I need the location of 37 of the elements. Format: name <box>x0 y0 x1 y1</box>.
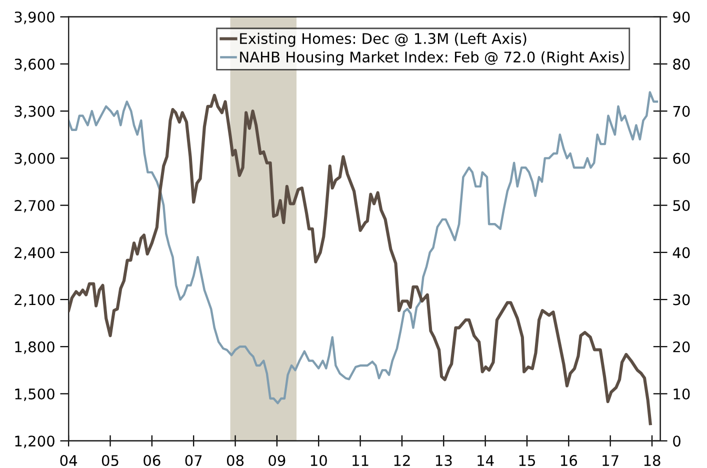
x-tick-label: 16 <box>560 455 578 466</box>
x-tick-label: 08 <box>226 455 244 466</box>
y-tick-label: 1,200 <box>15 436 54 448</box>
y2-tick-label: 80 <box>673 58 690 70</box>
x-tick-label: 06 <box>144 455 160 466</box>
x-tick-label: 04 <box>60 455 78 466</box>
y-tick-label: 3,300 <box>14 106 54 118</box>
y2-tick-label: 30 <box>673 294 690 306</box>
x-tick-label: 15 <box>519 455 535 466</box>
y-tick-label: 2,700 <box>14 200 54 213</box>
y2-tick-label: 90 <box>673 12 690 23</box>
x-tick-label: 13 <box>436 455 452 466</box>
x-tick-label: 12 <box>394 455 410 466</box>
y2-tick-label: 70 <box>673 106 690 117</box>
x-tick-label: 11 <box>352 455 368 466</box>
x-tick-label: 14 <box>478 455 494 466</box>
x-tick-label: 10 <box>310 455 327 466</box>
y-tick-label: 3,000 <box>14 152 54 166</box>
y-tick-label: 1,500 <box>15 388 54 401</box>
y2-tick-label: 10 <box>674 388 690 400</box>
y2-tick-label: 60 <box>673 152 690 164</box>
y2-tick-label: 40 <box>672 247 690 258</box>
y2-tick-label: 20 <box>673 341 690 352</box>
x-tick-label: 09 <box>268 455 286 466</box>
y2-tick-label: 50 <box>673 200 690 212</box>
y-tick-label: 3,900 <box>14 12 54 24</box>
y-tick-label: 1,800 <box>15 341 54 354</box>
legend-label: NAHB Housing Market Index: Feb @ 72.0 (Right Axis) <box>240 51 624 66</box>
y-tick-label: 2,400 <box>14 247 54 260</box>
x-tick-label: 17 <box>602 455 618 466</box>
x-tick-label: 05 <box>102 455 118 466</box>
y-tick-label: 2,100 <box>14 294 54 307</box>
y2-tick-label: 0 <box>673 436 680 447</box>
legend-label: Existing Homes: Dec @ 1.3M (Left Axis) <box>240 32 526 47</box>
y-tick-label: 3,600 <box>14 58 54 72</box>
x-tick-label: 18 <box>644 455 660 466</box>
x-tick-label: 07 <box>185 455 202 466</box>
